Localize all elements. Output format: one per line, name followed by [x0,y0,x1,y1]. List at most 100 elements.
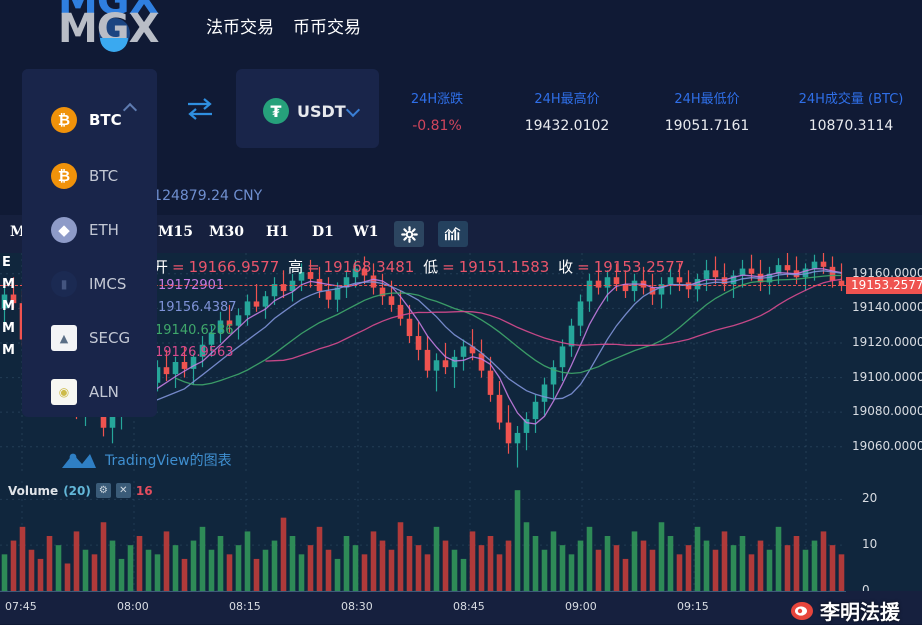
stat-24h-low: 24H最低价 19051.7161 [652,88,762,134]
chart-indicators-button[interactable] [438,221,468,247]
ma-price-label-4: 19126.9563 [155,345,234,360]
chart-settings-button[interactable] [394,221,424,247]
dropdown-selected-label: BTC [89,111,122,129]
brand-logo[interactable]: MGX MGX [58,0,178,60]
dropdown-item-btc[interactable]: ₿ BTC [22,149,157,203]
imcs-icon: ▮ [51,271,77,297]
ohlc-close-value: 19153.2577 [593,258,685,276]
stat-value: 10870.3114 [808,118,894,134]
ohlc-low-value: 19151.1583 [458,258,550,276]
last-price-badge: 19153.2577 [846,277,922,295]
bitcoin-icon: ₿ [51,107,77,133]
indicators-chart-icon [444,226,461,241]
time-axis[interactable]: 07:45 08:00 08:15 08:30 08:45 09:00 09:15 [0,591,922,624]
volume-current-value: 16 [135,483,153,498]
dropdown-item-aln[interactable]: ◉ ALN [22,365,157,419]
dropdown-item-secg[interactable]: ▲ SECG [22,311,157,365]
time-tick-label: 09:15 [677,600,709,613]
ohlc-readout: 开 = 19166.9577 高 = 19168.3481 低 = 19151.1583 收… [153,258,685,276]
ma-legend-badge: M [2,321,15,336]
ma-price-label-3: 19140.6286 [155,323,234,338]
dropdown-item-imcs[interactable]: ▮ IMCS [22,257,157,311]
dropdown-item-eth[interactable]: ◆ ETH [22,203,157,257]
weibo-logo-icon [791,601,813,620]
chevron-up-icon[interactable] [125,102,138,115]
last-price-line [0,285,846,287]
stat-label: 24H最高价 [534,92,600,107]
volume-axis-scale: 20 10 0 [846,481,922,597]
chevron-down-icon[interactable] [348,103,361,116]
stat-24h-change: 24H涨跌 -0.81% [392,88,482,134]
stat-24h-volume: 24H成交量 (BTC) 10870.3114 [786,88,916,134]
gear-icon[interactable]: ⚙ [95,483,111,498]
tradingview-watermark[interactable]: TradingView的图表 [60,448,232,472]
stat-value: 19432.0102 [524,118,610,134]
nav-item-fiat-trading[interactable]: 法币交易 [206,18,274,38]
stat-label: 24H涨跌 [410,92,464,107]
time-tick-label: 09:00 [565,600,597,613]
gear-icon [400,225,418,243]
dropdown-selected-item[interactable]: ₿ BTC [22,93,157,147]
candlestick-chart [0,253,846,471]
volume-tick-label: 10 [862,537,878,552]
stat-label: 24H成交量 (BTC) [798,92,904,107]
tether-icon: ₮ [263,98,289,124]
time-tick-label: 07:45 [5,600,37,613]
nav-item-coin-trading[interactable]: 币币交易 [293,18,361,38]
timeframe-d1[interactable]: D1 [312,224,334,240]
volume-chart-pane[interactable] [0,481,863,592]
price-tick-label: 19060.0000 [852,438,922,453]
timeframe-m15[interactable]: M15 [158,224,193,240]
price-axis-scale[interactable]: 19160.0000 19140.0000 19120.0000 19100.0000… [846,253,922,471]
volume-tick-label: 20 [862,491,878,506]
dropdown-item-label: ETH [89,221,119,239]
axis-divider [0,591,846,592]
price-tick-label: 19160.0000 [852,265,922,280]
ma-price-label-2: 19156.4387 [158,300,237,315]
time-tick-label: 08:30 [341,600,373,613]
timeframe-m30[interactable]: M30 [209,224,244,240]
timeframe-w1[interactable]: W1 [353,224,379,240]
ohlc-close-label: 收 [558,258,574,276]
volume-indicator-header: Volume (20) ⚙ ✕ 16 [8,483,153,498]
stat-value: 19051.7161 [664,118,750,134]
price-tick-label: 19080.0000 [852,404,922,419]
quote-currency-label: USDT [297,102,346,121]
weibo-watermark: 李明法援 [790,596,900,625]
price-chart-pane[interactable] [0,253,846,471]
timeframe-h1[interactable]: H1 [266,224,289,240]
stat-value: -0.81% [412,118,462,134]
ohlc-high-label: 高 [288,258,304,276]
price-tick-label: 19140.0000 [852,300,922,315]
ma-legend-badge: M [2,299,15,314]
secg-icon: ▲ [51,325,77,351]
tradingview-logo-icon [62,453,96,468]
time-tick-label: 08:15 [229,600,261,613]
tradingview-label: TradingView的图表 [105,453,232,469]
swap-arrows-icon[interactable] [185,96,215,122]
bitcoin-icon: ₿ [51,163,77,189]
volume-period: (20) [63,483,91,498]
ohlc-low-label: 低 [423,258,439,276]
top-navigation-bar: MGX MGX 法币交易 币币交易 [0,0,922,62]
cny-equivalent-price: ≈ 124879.24 CNY [137,188,263,204]
dropdown-item-label: BTC [89,167,119,185]
logo-smile-decoration [100,38,128,52]
dropdown-item-label: ALN [89,383,119,401]
price-tick-label: 19120.0000 [852,334,922,349]
ohlc-high-value: 19168.3481 [323,258,415,276]
ohlc-open-value: 19166.9577 [188,258,280,276]
base-currency-dropdown[interactable]: ₿ BTC ₿ BTC ◆ ETH ▮ IMCS ▲ SECG ◉ ALN [22,69,157,417]
dropdown-item-label: IMCS [89,275,127,293]
volume-bars [0,481,863,592]
volume-tick-label: 0 [862,583,870,597]
aln-icon: ◉ [51,379,77,405]
price-tick-label: 19100.0000 [852,369,922,384]
ma-legend-badge: M [2,343,15,358]
ma-legend-badge: M [2,277,15,292]
close-icon[interactable]: ✕ [115,483,131,498]
time-tick-label: 08:00 [117,600,149,613]
stat-label: 24H最低价 [674,92,740,107]
weibo-username: 李明法援 [820,600,900,624]
dropdown-item-label: SECG [89,329,131,347]
